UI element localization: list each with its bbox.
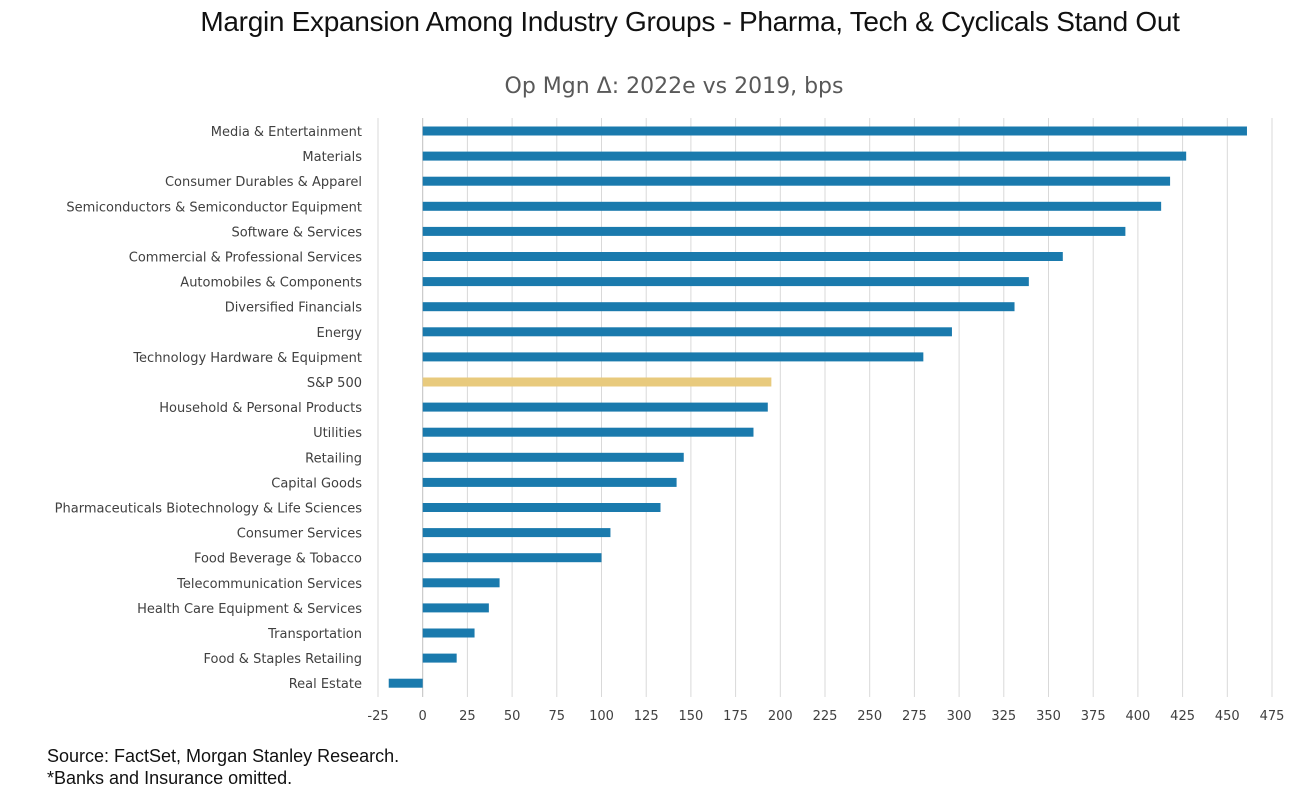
- x-tick-label: 100: [589, 709, 614, 724]
- source-note: Source: FactSet, Morgan Stanley Research…: [47, 746, 400, 766]
- category-label: Utilities: [313, 426, 362, 441]
- page-title: Margin Expansion Among Industry Groups -…: [200, 6, 1180, 37]
- bar-sp500: [422, 377, 772, 387]
- bar: [422, 277, 1029, 287]
- category-label: Commercial & Professional Services: [129, 251, 362, 266]
- x-tick-label: 300: [947, 709, 972, 724]
- category-label: Semiconductors & Semiconductor Equipment: [66, 200, 362, 215]
- category-label: Transportation: [267, 627, 362, 642]
- x-tick-label: -25: [367, 709, 388, 724]
- x-tick-label: 450: [1215, 709, 1240, 724]
- category-labels: Media & Entertainment Materials Consumer D…: [55, 125, 363, 692]
- x-tick-label: 175: [723, 709, 748, 724]
- bar: [422, 503, 661, 512]
- bar: [422, 151, 1187, 161]
- category-label: Energy: [316, 326, 362, 341]
- x-axis-ticks: -25 0 25 50 75 100 125 150 175 200 225 250 275 300 325…: [367, 709, 1284, 724]
- category-label: Household & Personal Products: [159, 401, 362, 416]
- x-tick-label: 0: [419, 709, 427, 724]
- chart-svg: Op Mgn Δ: 2022e vs 2019, bps -25 0 25 50 75 1…: [55, 74, 1285, 724]
- x-tick-label: 25: [459, 709, 476, 724]
- bar: [422, 452, 684, 462]
- x-tick-label: 150: [678, 709, 703, 724]
- bar: [422, 402, 768, 412]
- x-tick-label: 200: [768, 709, 793, 724]
- category-label: Real Estate: [289, 677, 362, 692]
- category-label: Pharmaceuticals Biotechnology & Life Sci…: [55, 502, 363, 517]
- bar: [422, 176, 1171, 186]
- category-label: Materials: [302, 150, 362, 165]
- category-label: Telecommunication Services: [176, 577, 362, 592]
- x-tick-label: 350: [1036, 709, 1061, 724]
- bar: [422, 628, 475, 638]
- x-tick-label: 475: [1260, 709, 1285, 724]
- x-tick-label: 375: [1081, 709, 1106, 724]
- bars: [388, 126, 1247, 688]
- bar: [388, 678, 423, 688]
- category-label: Food Beverage & Tobacco: [194, 552, 362, 567]
- bar: [422, 528, 611, 538]
- x-tick-label: 325: [991, 709, 1016, 724]
- x-tick-label: 250: [857, 709, 882, 724]
- category-label: Consumer Services: [237, 527, 362, 542]
- x-tick-label: 275: [902, 709, 927, 724]
- bar: [422, 226, 1126, 236]
- x-tick-label: 125: [634, 709, 659, 724]
- bar: [422, 126, 1247, 136]
- chart-title: Op Mgn Δ: 2022e vs 2019, bps: [505, 74, 844, 99]
- omission-note: *Banks and Insurance omitted.: [47, 768, 293, 788]
- x-tick-label: 425: [1170, 709, 1195, 724]
- x-tick-label: 50: [504, 709, 521, 724]
- category-label: Automobiles & Components: [180, 276, 362, 291]
- bar: [422, 578, 500, 588]
- x-tick-label: 225: [813, 709, 838, 724]
- category-label: Technology Hardware & Equipment: [132, 351, 362, 366]
- category-label: S&P 500: [307, 376, 362, 391]
- x-tick-label: 400: [1125, 709, 1150, 724]
- category-label: Retailing: [305, 451, 362, 466]
- category-label: Media & Entertainment: [211, 125, 362, 140]
- bar: [422, 252, 1063, 261]
- category-label: Health Care Equipment & Services: [137, 602, 362, 617]
- bar: [422, 201, 1162, 211]
- category-label: Consumer Durables & Apparel: [165, 175, 362, 190]
- gridlines: [377, 118, 1273, 697]
- category-label: Capital Goods: [271, 476, 362, 491]
- category-label: Software & Services: [231, 225, 362, 240]
- bar: [422, 352, 924, 362]
- bar: [422, 603, 489, 613]
- x-tick-label: 75: [549, 709, 566, 724]
- bar: [422, 477, 677, 487]
- bar: [422, 327, 952, 337]
- bar: [422, 302, 1015, 312]
- bar: [422, 653, 457, 663]
- bar: [422, 427, 754, 437]
- category-label: Food & Staples Retailing: [204, 652, 363, 667]
- bar: [422, 553, 602, 563]
- bar-chart: Op Mgn Δ: 2022e vs 2019, bps -25 0 25 50 75 1…: [55, 74, 1285, 724]
- category-label: Diversified Financials: [225, 301, 363, 316]
